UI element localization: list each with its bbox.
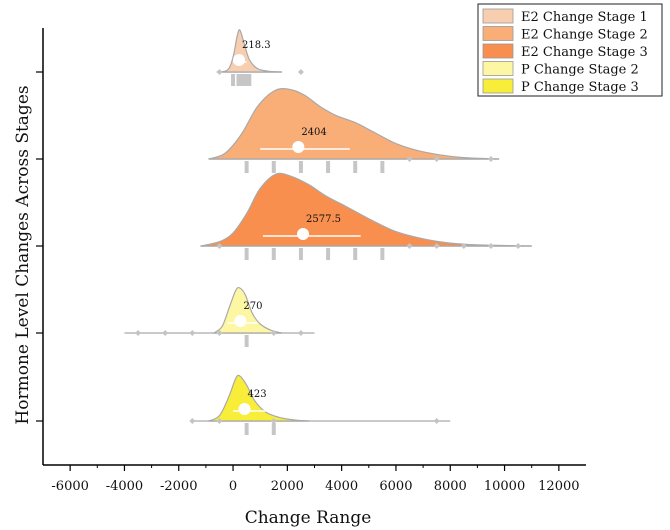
rug-mark — [326, 248, 331, 260]
rug-mark — [298, 161, 303, 173]
outlier-point — [216, 243, 223, 249]
x-tick-label: 4000 — [325, 479, 358, 494]
rug-mark — [244, 74, 249, 86]
rug-mark — [271, 248, 276, 260]
outlier-point — [297, 69, 304, 75]
x-tick-label: -2000 — [160, 479, 197, 494]
y-axis-title: Hormone Level Changes Across Stages — [13, 85, 33, 424]
outlier-point — [270, 330, 277, 336]
density-ridge — [208, 88, 500, 160]
outlier-point — [135, 330, 142, 336]
rug-mark — [271, 423, 276, 435]
outlier-point — [189, 418, 196, 424]
legend-swatch — [482, 61, 514, 76]
legend-swatch — [482, 8, 514, 24]
outlier-point — [216, 418, 223, 424]
legend-swatch — [482, 78, 514, 94]
x-tick-label: -4000 — [106, 479, 143, 494]
median-point — [297, 228, 310, 240]
outlier-point — [216, 69, 223, 75]
legend-label: E2 Change Stage 2 — [521, 28, 648, 43]
outlier-point — [433, 156, 440, 162]
outlier-point — [433, 243, 440, 249]
plot-area: 218.3 2404 2577.5 270 423 — [124, 29, 532, 435]
x-tick-label: -6000 — [51, 479, 88, 494]
density-ridge — [212, 286, 283, 334]
median-label: 2404 — [301, 127, 326, 138]
median-point — [238, 403, 251, 415]
median-point — [232, 54, 245, 66]
rug-mark — [353, 161, 358, 173]
density-ridge — [200, 172, 532, 247]
x-axis-title: Change Range — [245, 508, 372, 528]
outlier-point — [487, 243, 494, 249]
x-tick-label: 10000 — [484, 479, 525, 494]
rug-mark — [244, 248, 249, 260]
median-label: 423 — [248, 389, 267, 400]
outlier-point — [433, 418, 440, 424]
legend-swatch — [482, 43, 514, 59]
outlier-point — [406, 156, 413, 162]
outlier-point — [406, 243, 413, 249]
x-tick-label: 2000 — [271, 479, 304, 494]
median-label: 2577.5 — [306, 214, 341, 225]
density-ridge — [208, 374, 310, 422]
rug-mark — [244, 161, 249, 173]
x-tick-label: 0 — [229, 479, 237, 494]
legend-label: E2 Change Stage 1 — [521, 10, 648, 25]
rug-mark — [247, 74, 252, 86]
x-tick-label: 6000 — [379, 479, 412, 494]
legend-label: P Change Stage 2 — [521, 63, 639, 78]
rug-mark — [241, 74, 246, 86]
rug-mark — [239, 74, 244, 86]
rug-mark — [271, 161, 276, 173]
outlier-point — [297, 330, 304, 336]
rug-mark — [244, 335, 249, 347]
outlier-point — [189, 330, 196, 336]
rug-mark — [298, 248, 303, 260]
rug-mark — [380, 248, 385, 260]
outlier-point — [270, 418, 277, 424]
legend-label: P Change Stage 3 — [521, 80, 639, 95]
outlier-point — [515, 243, 522, 249]
legend-swatch — [482, 26, 514, 41]
rug-mark — [326, 161, 331, 173]
rug-mark — [231, 74, 236, 86]
median-label: 218.3 — [242, 40, 271, 51]
median-point — [292, 141, 305, 153]
median-point — [234, 315, 247, 327]
rug-mark — [236, 74, 241, 86]
legend-label: E2 Change Stage 3 — [521, 45, 648, 60]
outlier-point — [216, 330, 223, 336]
x-tick-label: 12000 — [538, 479, 579, 494]
outlier-point — [162, 330, 169, 336]
rug-mark — [380, 161, 385, 173]
median-label: 270 — [243, 301, 262, 312]
outlier-point — [460, 243, 467, 249]
axes: -6000 -4000 -2000 0 2000 4000 6000 8000 10000 120… — [36, 28, 586, 494]
rug-mark — [244, 423, 249, 435]
legend: E2 Change Stage 1 E2 Change Stage 2 E2 Cha… — [477, 3, 663, 97]
x-tick-label: 8000 — [434, 479, 467, 494]
rug-mark — [353, 248, 358, 260]
outlier-point — [487, 156, 494, 162]
